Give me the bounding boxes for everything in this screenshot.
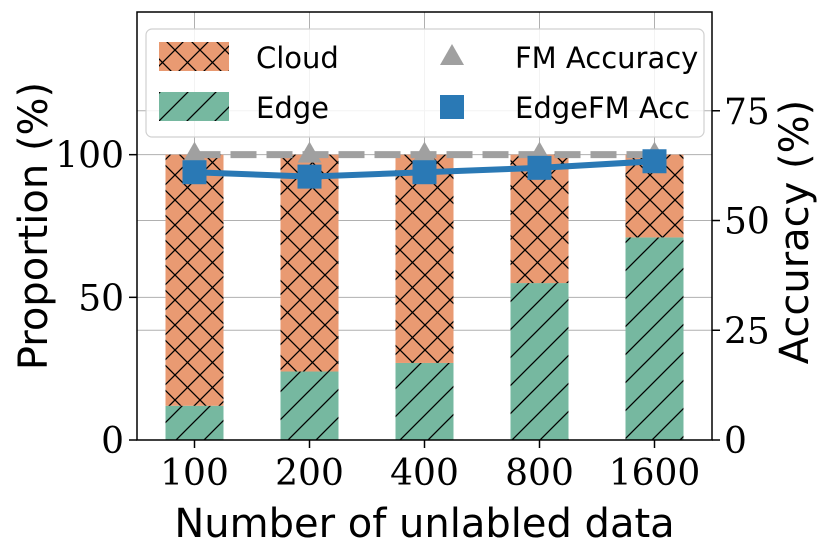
legend: Cloud FM Accuracy Edge EdgeFM Acc [145, 28, 705, 138]
bar-hatch-edge [395, 362, 454, 440]
x-tick-label: 200 [275, 453, 344, 494]
marker-edgefm-acc [642, 149, 667, 174]
marker-fm-accuracy [297, 141, 322, 163]
legend-label-fm-accuracy: FM Accuracy [515, 41, 698, 75]
y-tick-label: 50 [78, 278, 124, 319]
y-right-tick-label: 25 [724, 311, 770, 352]
y-axis-right-title: Accuracy (%) [772, 100, 818, 365]
y-axis-title: Proportion (%) [11, 82, 57, 370]
x-tick-label: 400 [390, 453, 459, 494]
x-tick-label: 800 [505, 453, 574, 494]
x-tick-label: 1600 [609, 453, 701, 494]
legend-marker-fm-accuracy [440, 44, 464, 65]
marker-edgefm-acc [297, 164, 322, 189]
y-tick-label: 100 [55, 136, 124, 177]
legend-marker-edgefm-acc [440, 95, 464, 119]
lines [182, 141, 667, 189]
bar-hatch-edge [510, 283, 569, 440]
marker-fm-accuracy [412, 141, 437, 163]
x-tick-label: 100 [160, 453, 229, 494]
legend-swatch-hatch-cloud [159, 42, 229, 71]
bars [165, 154, 684, 440]
bar-hatch-cloud [280, 154, 339, 372]
bar-hatch-edge [625, 237, 684, 440]
legend-swatch-hatch-edge [159, 92, 229, 121]
marker-edgefm-acc [182, 160, 207, 185]
bar-hatch-edge [280, 371, 339, 440]
legend-label-edge: Edge [256, 91, 329, 125]
bar-hatch-edge [165, 405, 224, 440]
ticks: 0 50 100 0 25 50 75 100 200 400 800 1600 [55, 92, 770, 494]
legend-label-cloud: Cloud [256, 41, 339, 75]
y-right-tick-label: 75 [724, 92, 770, 133]
marker-fm-accuracy [182, 141, 207, 163]
legend-frame [145, 28, 705, 138]
y-right-tick-label: 50 [724, 202, 770, 243]
marker-edgefm-acc [412, 160, 437, 185]
y-tick-label: 0 [101, 421, 124, 462]
x-axis-title: Number of unlabled data [174, 501, 674, 547]
bar-hatch-cloud [165, 154, 224, 406]
legend-label-edgefm-acc: EdgeFM Acc [515, 91, 690, 125]
y-right-tick-label: 0 [724, 421, 747, 462]
marker-edgefm-acc [527, 155, 552, 180]
bar-hatch-cloud [395, 154, 454, 363]
